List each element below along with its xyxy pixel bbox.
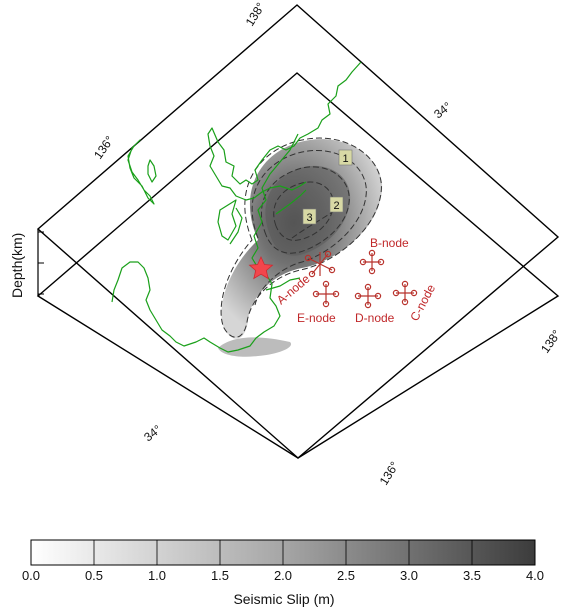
lat-label-left-34: 34°	[141, 422, 164, 444]
colorbar-tick-label: 3.0	[400, 568, 418, 583]
lon-label-right-138: 138°	[538, 327, 564, 356]
svg-text:3: 3	[306, 212, 312, 224]
colorbar-tick-label: 0.0	[22, 568, 40, 583]
lon-label-top-138: 138°	[243, 0, 268, 29]
node-c	[392, 280, 418, 306]
lat-label-right-34: 34°	[431, 99, 454, 121]
slip-contours	[220, 137, 382, 338]
node-b	[359, 249, 385, 275]
node-label-b: B-node	[370, 236, 409, 250]
svg-text:1: 1	[342, 153, 348, 165]
colorbar-tick-label: 1.5	[211, 568, 229, 583]
depth-axis-label: Depth(km)	[9, 233, 25, 298]
node-a	[304, 250, 336, 278]
node-label-e: E-node	[297, 311, 336, 325]
contour-label-3: 3	[302, 208, 317, 225]
contour-label-2: 2	[329, 196, 344, 213]
lower-coastline	[111, 133, 299, 353]
lon-label-left-136: 136°	[91, 133, 117, 162]
coastlines	[111, 61, 362, 353]
colorbar-tick-label: 2.5	[337, 568, 355, 583]
colorbar-tick-label: 2.0	[274, 568, 292, 583]
upper-coastline	[207, 61, 362, 201]
node-label-a: A-node	[274, 271, 313, 307]
node-d	[354, 283, 382, 309]
colorbar-tick-label: 1.0	[148, 568, 166, 583]
colorbar-tick-label: 0.5	[85, 568, 103, 583]
colorbar: 0.0 0.5 1.0 1.5 2.0 2.5 3.0 3.5 4.0 Seismic Slip…	[22, 539, 544, 607]
svg-text:2: 2	[333, 200, 339, 212]
node-label-d: D-node	[355, 311, 395, 325]
colorbar-tick-label: 3.5	[463, 568, 481, 583]
colorbar-tick-label: 4.0	[526, 568, 544, 583]
lower-frame	[36, 72, 560, 459]
node-label-c: C-node	[407, 282, 438, 324]
contour-label-1: 1	[338, 149, 353, 166]
node-e	[312, 280, 340, 308]
colorbar-title: Seismic Slip (m)	[233, 591, 334, 607]
lon-label-bottom-136: 136°	[377, 459, 402, 488]
colorbar-ticks: 0.0 0.5 1.0 1.5 2.0 2.5 3.0 3.5 4.0	[22, 540, 544, 583]
upper-coastline-island	[127, 139, 155, 205]
epicenter-star-icon	[248, 256, 274, 280]
